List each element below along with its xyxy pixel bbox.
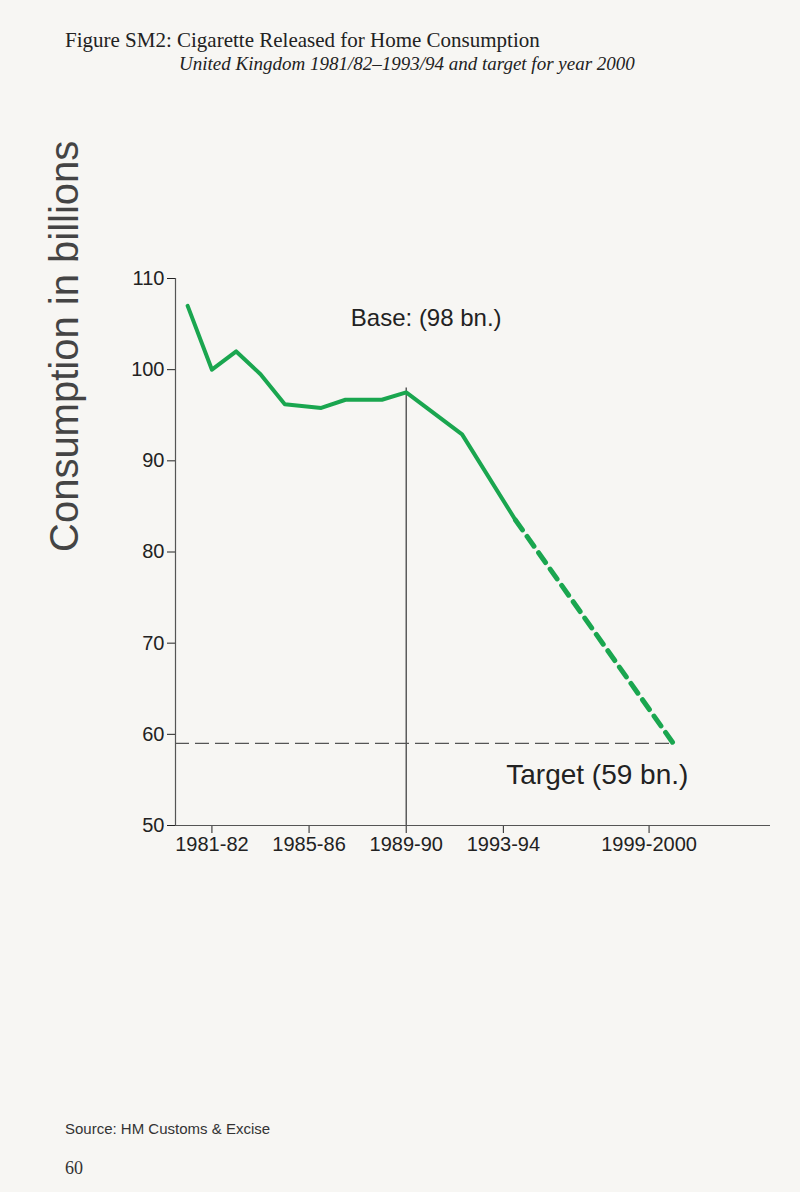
svg-text:Target (59 bn.): Target (59 bn.) (506, 759, 688, 790)
svg-text:50: 50 (142, 814, 164, 836)
html-text:Source: HM Customs & Excise: Source: HM Customs & Excise (65, 1120, 271, 1137)
html-text:60: 60 (65, 1158, 83, 1178)
svg-text:1981-82: 1981-82 (175, 833, 248, 855)
svg-text:Consumption in billions: Consumption in billions (42, 141, 86, 552)
svg-text:80: 80 (142, 540, 164, 562)
svg-text:110: 110 (133, 267, 165, 289)
svg-text:1999-2000: 1999-2000 (601, 833, 697, 855)
svg-text:1993-94: 1993-94 (467, 833, 540, 855)
svg-text:1985-86: 1985-86 (272, 833, 345, 855)
svg-text:Base: (98 bn.): Base: (98 bn.) (351, 304, 502, 331)
html-text:Figure SM2: Cigarette Released: Figure SM2: Cigarette Released for Home … (65, 28, 540, 52)
svg-text:1989-90: 1989-90 (370, 833, 443, 855)
svg-text:70: 70 (142, 632, 164, 654)
svg-text:100: 100 (131, 358, 164, 380)
svg-text:90: 90 (142, 449, 164, 471)
svg-text:60: 60 (142, 723, 164, 745)
html-text:United Kingdom 1981/82–1993/94: United Kingdom 1981/82–1993/94 and targe… (179, 53, 635, 74)
